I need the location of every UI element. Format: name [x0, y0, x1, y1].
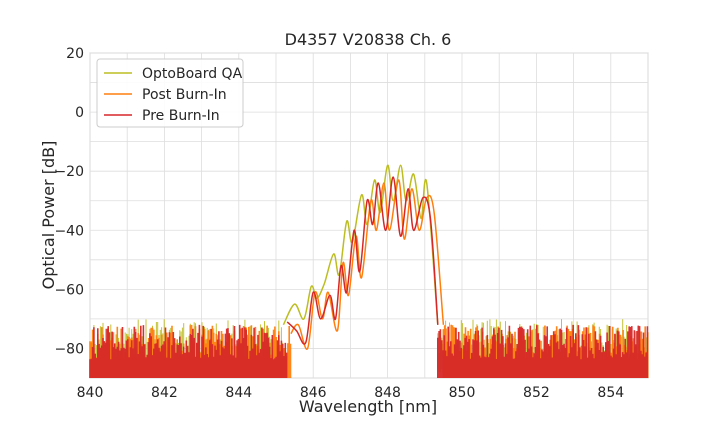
- series-line: [290, 179, 445, 350]
- x-tick-label: 846: [300, 385, 327, 401]
- legend-label: OptoBoard QA: [142, 66, 243, 82]
- legend-label: Post Burn-In: [142, 87, 227, 103]
- x-tick-label: 842: [151, 385, 178, 401]
- y-tick-label: 0: [75, 105, 84, 121]
- y-tick-label: −20: [54, 164, 84, 180]
- y-tick-labels: 20 0 −20 −40 −60 −80: [54, 46, 84, 357]
- series-line: [286, 176, 439, 345]
- legend: OptoBoard QA Post Burn-In Pre Burn-In: [96, 58, 244, 128]
- y-tick-label: −60: [54, 282, 84, 298]
- noise-floor-trace: [89, 324, 649, 378]
- x-tick-label: 852: [523, 385, 550, 401]
- y-axis-label: Optical Power [dB]: [39, 141, 58, 290]
- series-lines: [282, 164, 445, 350]
- x-tick-label: 854: [597, 385, 624, 401]
- y-tick-label: −80: [54, 341, 84, 357]
- legend-label: Pre Burn-In: [142, 108, 220, 124]
- x-tick-label: 850: [449, 385, 476, 401]
- y-tick-label: 20: [66, 46, 84, 62]
- x-tick-label: 840: [77, 385, 104, 401]
- x-tick-labels: 840 842 844 846 848 850 852 854: [77, 385, 625, 401]
- noise-floor: [89, 319, 649, 378]
- y-tick-label: −40: [54, 223, 84, 239]
- chart-title: D4357 V20838 Ch. 6: [285, 30, 452, 49]
- x-axis-label: Wavelength [nm]: [299, 397, 437, 416]
- x-tick-label: 844: [225, 385, 252, 401]
- legend-box: [96, 58, 244, 128]
- x-tick-label: 848: [374, 385, 401, 401]
